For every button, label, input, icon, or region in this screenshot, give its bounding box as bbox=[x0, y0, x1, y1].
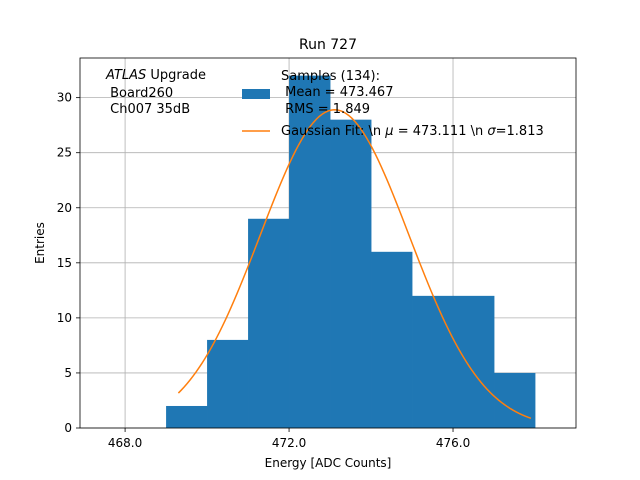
histogram-bar bbox=[412, 295, 454, 428]
y-tick-label: 0 bbox=[64, 421, 72, 435]
legend-samples-line1: Samples (134): bbox=[281, 69, 380, 84]
legend-samples-line2: Mean = 473.467 bbox=[281, 85, 393, 100]
y-ticks: 0 5 10 15 20 25 30 bbox=[57, 91, 80, 435]
legend-fit-label: Gaussian Fit: \n μ = 473.111 \n σ=1.813 bbox=[281, 124, 544, 139]
board-label: Board260 bbox=[106, 86, 173, 101]
legend-samples-line3: RMS = 1.849 bbox=[281, 102, 370, 117]
legend-samples-swatch bbox=[242, 89, 270, 99]
histogram-bar bbox=[166, 405, 208, 428]
legend-fit-sigma: σ bbox=[487, 124, 496, 139]
fit-layer bbox=[177, 109, 532, 419]
gaussian-fit-line bbox=[177, 109, 532, 419]
atlas-label: ATLAS Upgrade bbox=[105, 68, 206, 83]
y-tick-label: 30 bbox=[57, 91, 72, 105]
histogram-bar bbox=[248, 218, 290, 428]
y-tick-label: 20 bbox=[57, 201, 72, 215]
legend-fit-mid: = 473.111 \n bbox=[394, 124, 488, 139]
x-tick-label: 476.0 bbox=[436, 436, 470, 450]
channel-label: Ch007 35dB bbox=[106, 102, 190, 117]
x-tick-label: 468.0 bbox=[108, 436, 142, 450]
histogram-bar bbox=[371, 251, 413, 428]
atlas-upgrade: Upgrade bbox=[146, 68, 206, 83]
x-ticks: 468.0 472.0 476.0 bbox=[108, 428, 470, 450]
histogram-bar bbox=[494, 372, 536, 428]
y-tick-label: 5 bbox=[64, 366, 72, 380]
histogram-bar bbox=[330, 119, 372, 429]
atlas-italic: ATLAS bbox=[105, 68, 146, 83]
legend-fit-prefix: Gaussian Fit: \n bbox=[281, 124, 385, 139]
legend: Samples (134): Mean = 473.467 RMS = 1.84… bbox=[242, 69, 544, 139]
histogram-bar bbox=[289, 75, 331, 428]
histogram-bar bbox=[453, 295, 495, 428]
axes-frame bbox=[79, 57, 577, 429]
x-tick-label: 472.0 bbox=[272, 436, 306, 450]
histogram-bar bbox=[207, 339, 249, 428]
bars-layer bbox=[166, 75, 536, 429]
chart-title: Run 727 bbox=[299, 37, 357, 53]
y-axis-label: Entries bbox=[33, 222, 47, 264]
y-tick-label: 10 bbox=[57, 311, 72, 325]
x-axis-label: Energy [ADC Counts] bbox=[265, 456, 392, 470]
y-tick-label: 25 bbox=[57, 146, 72, 160]
legend-fit-mu: μ bbox=[384, 124, 393, 139]
y-tick-label: 15 bbox=[57, 256, 72, 270]
legend-fit-suffix: =1.813 bbox=[496, 124, 544, 139]
atlas-annotation: ATLAS Upgrade Board260 Ch007 35dB bbox=[105, 68, 206, 117]
